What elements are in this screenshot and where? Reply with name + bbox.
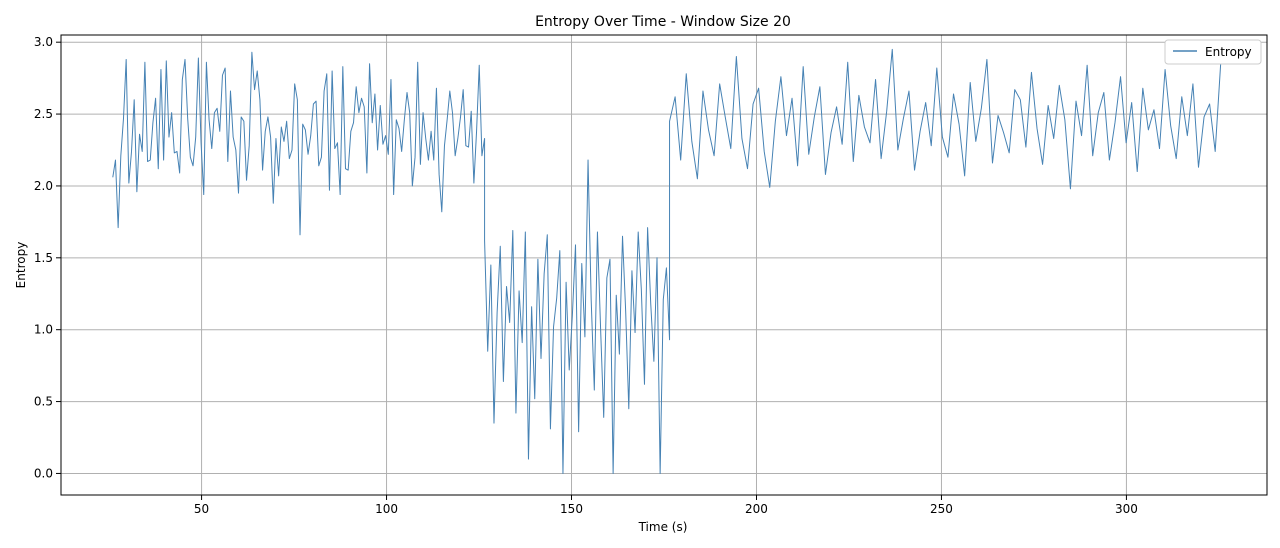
y-tick-label: 3.0 (34, 35, 53, 49)
plot-area (112, 48, 1222, 474)
grid-lines (61, 35, 1267, 495)
x-tick-label: 150 (560, 502, 583, 516)
series-entropy (112, 48, 1222, 474)
legend-box (1164, 39, 1262, 65)
y-tick-label: 1.0 (34, 323, 53, 337)
x-axis-label: Time (s) (638, 520, 688, 534)
chart-title: Entropy Over Time - Window Size 20 (535, 14, 791, 30)
x-tick-label: 300 (1115, 502, 1138, 516)
x-tick-label: 200 (745, 502, 768, 516)
legend-label-entropy: Entropy (1205, 45, 1252, 59)
x-tick-label: 100 (375, 502, 398, 516)
entropy-line (112, 48, 1222, 474)
y-tick-label: 0.0 (34, 466, 53, 480)
y-axis-label: Entropy (14, 242, 28, 289)
y-axis-ticks: 0.0 0.5 1.0 1.5 2.0 2.5 3.0 (34, 35, 61, 480)
x-axis-ticks: 50 100 150 200 250 300 (194, 495, 1138, 516)
y-tick-label: 2.5 (34, 107, 53, 121)
y-tick-label: 2.0 (34, 179, 53, 193)
y-tick-label: 1.5 (34, 251, 53, 265)
x-tick-label: 50 (194, 502, 209, 516)
y-tick-label: 0.5 (34, 395, 53, 409)
plot-frame (60, 34, 1268, 496)
legend: Entropy (1164, 39, 1262, 65)
x-tick-label: 250 (930, 502, 953, 516)
